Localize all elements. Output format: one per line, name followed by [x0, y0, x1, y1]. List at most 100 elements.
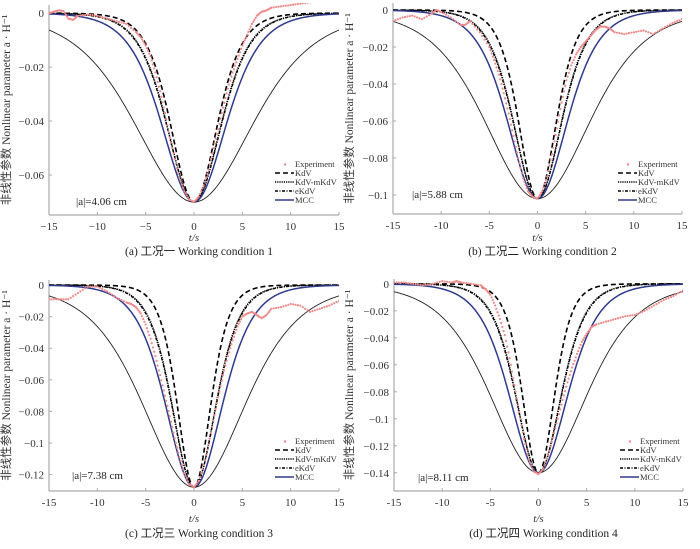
experiment-point	[180, 183, 184, 186]
experiment-point	[524, 443, 527, 446]
series-line-kdv-mkdv	[49, 284, 339, 488]
experiment-point	[396, 18, 399, 21]
experiment-point	[397, 281, 400, 284]
x-axis-label: t/s	[533, 513, 543, 525]
experiment-point	[238, 320, 242, 323]
experiment-point	[120, 21, 123, 24]
experiment-point	[186, 480, 190, 483]
experiment-point	[665, 297, 668, 301]
experiment-point	[496, 69, 499, 73]
experiment-point	[615, 31, 619, 34]
experiment-point	[289, 302, 292, 306]
x-tick-label: 15	[677, 220, 689, 232]
experiment-point	[103, 289, 106, 292]
experiment-point	[505, 102, 508, 105]
experiment-point	[206, 448, 209, 451]
experiment-point	[145, 326, 148, 330]
experiment-point	[203, 180, 206, 183]
experiment-point	[96, 14, 99, 17]
legend-item-kdv: KdV	[275, 168, 312, 178]
experiment-point	[650, 305, 653, 308]
experiment-point	[403, 15, 407, 19]
legend-label: eKdV	[295, 463, 316, 473]
x-tick-label: 5	[240, 221, 246, 233]
experiment-point	[556, 417, 559, 420]
experiment-point	[567, 71, 570, 74]
experiment-point	[436, 281, 439, 284]
legend-marker	[283, 440, 287, 443]
experiment-point	[394, 19, 397, 22]
experiment-point	[221, 373, 225, 377]
experiment-point	[211, 425, 214, 428]
experiment-point	[566, 75, 569, 78]
x-tick-label: 15	[334, 221, 346, 233]
experiment-point	[213, 142, 216, 145]
experiment-point	[253, 18, 256, 21]
experiment-point	[184, 192, 187, 195]
y-tick-label: −0.1	[368, 190, 388, 202]
legend-label: KdV-mKdV	[638, 177, 681, 187]
experiment-point	[676, 20, 679, 23]
experiment-point	[172, 152, 175, 155]
plot-area	[394, 280, 683, 476]
experiment-point	[213, 413, 216, 417]
experiment-point	[595, 323, 598, 326]
series-experiment	[49, 0, 316, 204]
experiment-point	[449, 16, 452, 19]
experiment-point	[160, 379, 163, 382]
experiment-point	[504, 339, 508, 342]
amplitude-annotation: |a|=4.06 cm	[76, 196, 127, 208]
experiment-point	[637, 30, 640, 33]
panel-a: −15 −10 −5 0 5 10 15 0 −0.02 −0.04 −0.06 t/s 非线性参数 N…	[0, 0, 346, 258]
experiment-point	[291, 3, 295, 6]
experiment-point	[517, 156, 520, 160]
experiment-point	[277, 5, 280, 8]
experiment-point	[208, 437, 211, 440]
experiment-point	[270, 6, 273, 9]
legend-marker	[626, 163, 630, 166]
experiment-point	[572, 363, 575, 366]
x-axis-label: t/s	[189, 513, 199, 525]
experiment-point	[586, 331, 589, 334]
experiment-point	[203, 458, 206, 462]
series-experiment	[393, 8, 682, 200]
experiment-point	[493, 58, 496, 62]
experiment-point	[180, 464, 184, 467]
y-tick-label: −0.04	[19, 116, 45, 128]
experiment-point	[543, 464, 546, 467]
experiment-point	[304, 307, 307, 310]
experiment-point	[144, 44, 147, 47]
experiment-point	[177, 171, 180, 175]
experiment-point	[483, 38, 486, 41]
experiment-point	[448, 281, 451, 284]
legend-label: KdV-mKdV	[295, 454, 338, 464]
experiment-point	[496, 311, 499, 314]
experiment-point	[400, 281, 403, 284]
experiment-point	[76, 14, 80, 17]
experiment-point	[224, 364, 227, 367]
experiment-point	[122, 300, 126, 303]
experiment-point	[233, 332, 237, 335]
experiment-point	[507, 112, 510, 115]
experiment-point	[525, 448, 528, 451]
experiment-point	[149, 337, 152, 340]
plot-area	[49, 284, 339, 489]
experiment-point	[221, 106, 225, 109]
experiment-point	[146, 49, 150, 52]
experiment-point	[520, 172, 523, 175]
experiment-point	[154, 71, 157, 74]
experiment-point	[294, 3, 297, 6]
experiment-point	[632, 31, 635, 34]
experiment-point	[225, 92, 228, 95]
experiment-point	[178, 176, 181, 179]
experiment-point	[163, 111, 167, 115]
experiment-point	[96, 285, 99, 288]
experiment-point	[175, 446, 179, 449]
experiment-point	[560, 403, 563, 406]
experiment-point	[399, 17, 402, 20]
experiment-point	[609, 319, 612, 322]
experiment-point	[547, 454, 550, 457]
experiment-point	[314, 0, 316, 2]
